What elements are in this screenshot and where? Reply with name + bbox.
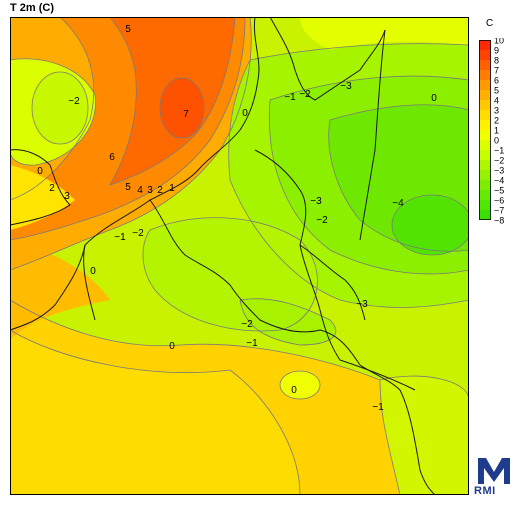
legend-tick-label: 10 <box>494 38 504 46</box>
legend-tick-label: 3 <box>494 106 499 116</box>
contour-label: 7 <box>183 109 189 120</box>
contour-label: −2 <box>68 96 80 107</box>
contour-label: −1 <box>284 92 296 103</box>
contour-label: −3 <box>310 196 322 207</box>
legend-tick-label: −3 <box>494 166 504 176</box>
legend-swatch <box>479 130 491 140</box>
contour-label: 0 <box>37 166 43 177</box>
contour-label: −1 <box>114 232 126 243</box>
legend-tick-label: 0 <box>494 136 499 146</box>
contour-label: 3 <box>147 185 153 196</box>
contour-label: −4 <box>392 198 404 209</box>
legend-tick-label: 7 <box>494 66 499 76</box>
legend-swatch <box>479 190 491 200</box>
legend-tick-label: −5 <box>494 186 504 196</box>
field-warm-west <box>10 240 110 340</box>
legend-swatch <box>479 60 491 70</box>
legend-swatch <box>479 180 491 190</box>
contour-label: −2 <box>299 89 311 100</box>
legend-swatch <box>479 50 491 60</box>
legend-tick-label: 6 <box>494 76 499 86</box>
legend-tick-label: 1 <box>494 126 499 136</box>
legend-tick-label: −7 <box>494 206 504 216</box>
legend-swatch <box>479 120 491 130</box>
contour-label: 6 <box>109 152 115 163</box>
contour-label: −2 <box>316 215 328 226</box>
legend-swatch <box>479 170 491 180</box>
legend-tick-label: 2 <box>494 116 499 126</box>
legend-tick-label: −2 <box>494 156 504 166</box>
map-title: T 2m (C) <box>10 2 54 14</box>
legend-tick-label: −4 <box>494 176 504 186</box>
legend-swatch <box>479 200 491 210</box>
legend-swatch <box>479 100 491 110</box>
legend-tick-label: 8 <box>494 56 499 66</box>
legend-tick-label: 5 <box>494 86 499 96</box>
legend-swatch <box>479 80 491 90</box>
legend-tick-label: 4 <box>494 96 499 106</box>
legend-swatch <box>479 160 491 170</box>
legend-swatch <box>479 90 491 100</box>
contour-label: −2 <box>241 319 253 330</box>
contour-label: −3 <box>340 81 352 92</box>
legend-swatch <box>479 70 491 80</box>
rmi-logo <box>472 456 516 506</box>
contour-label: −1 <box>372 402 384 413</box>
legend-tick-label: −1 <box>494 146 504 156</box>
coastlines-borders <box>10 17 436 495</box>
legend-swatch <box>479 150 491 160</box>
contour-label: −3 <box>356 299 368 310</box>
legend-swatch <box>479 210 491 220</box>
contour-label: 3 <box>64 191 70 202</box>
contour-label: 0 <box>431 93 437 104</box>
contour-lines <box>10 17 469 495</box>
contour-label: 0 <box>90 266 96 277</box>
contour-label: −2 <box>132 228 144 239</box>
contour-label: 2 <box>157 185 163 196</box>
legend-unit: C <box>486 18 494 29</box>
contour-label: 5 <box>125 24 131 35</box>
legend-swatch <box>479 110 491 120</box>
contour-label: 2 <box>49 183 55 194</box>
contour-label: 0 <box>169 341 175 352</box>
contour-label: 0 <box>242 108 248 119</box>
contour-label: 1 <box>169 183 175 194</box>
legend-swatch <box>479 140 491 150</box>
contour-label: 5 <box>125 182 131 193</box>
contour-label: −1 <box>246 338 258 349</box>
contour-label: 4 <box>137 185 143 196</box>
legend-tick-label: −8 <box>494 216 504 226</box>
rmi-logo-text: RMI <box>474 485 496 497</box>
legend-swatch <box>479 40 491 50</box>
contour-label: 0 <box>291 385 297 396</box>
legend-tick-label: −6 <box>494 196 504 206</box>
legend-tick-label: 9 <box>494 46 499 56</box>
